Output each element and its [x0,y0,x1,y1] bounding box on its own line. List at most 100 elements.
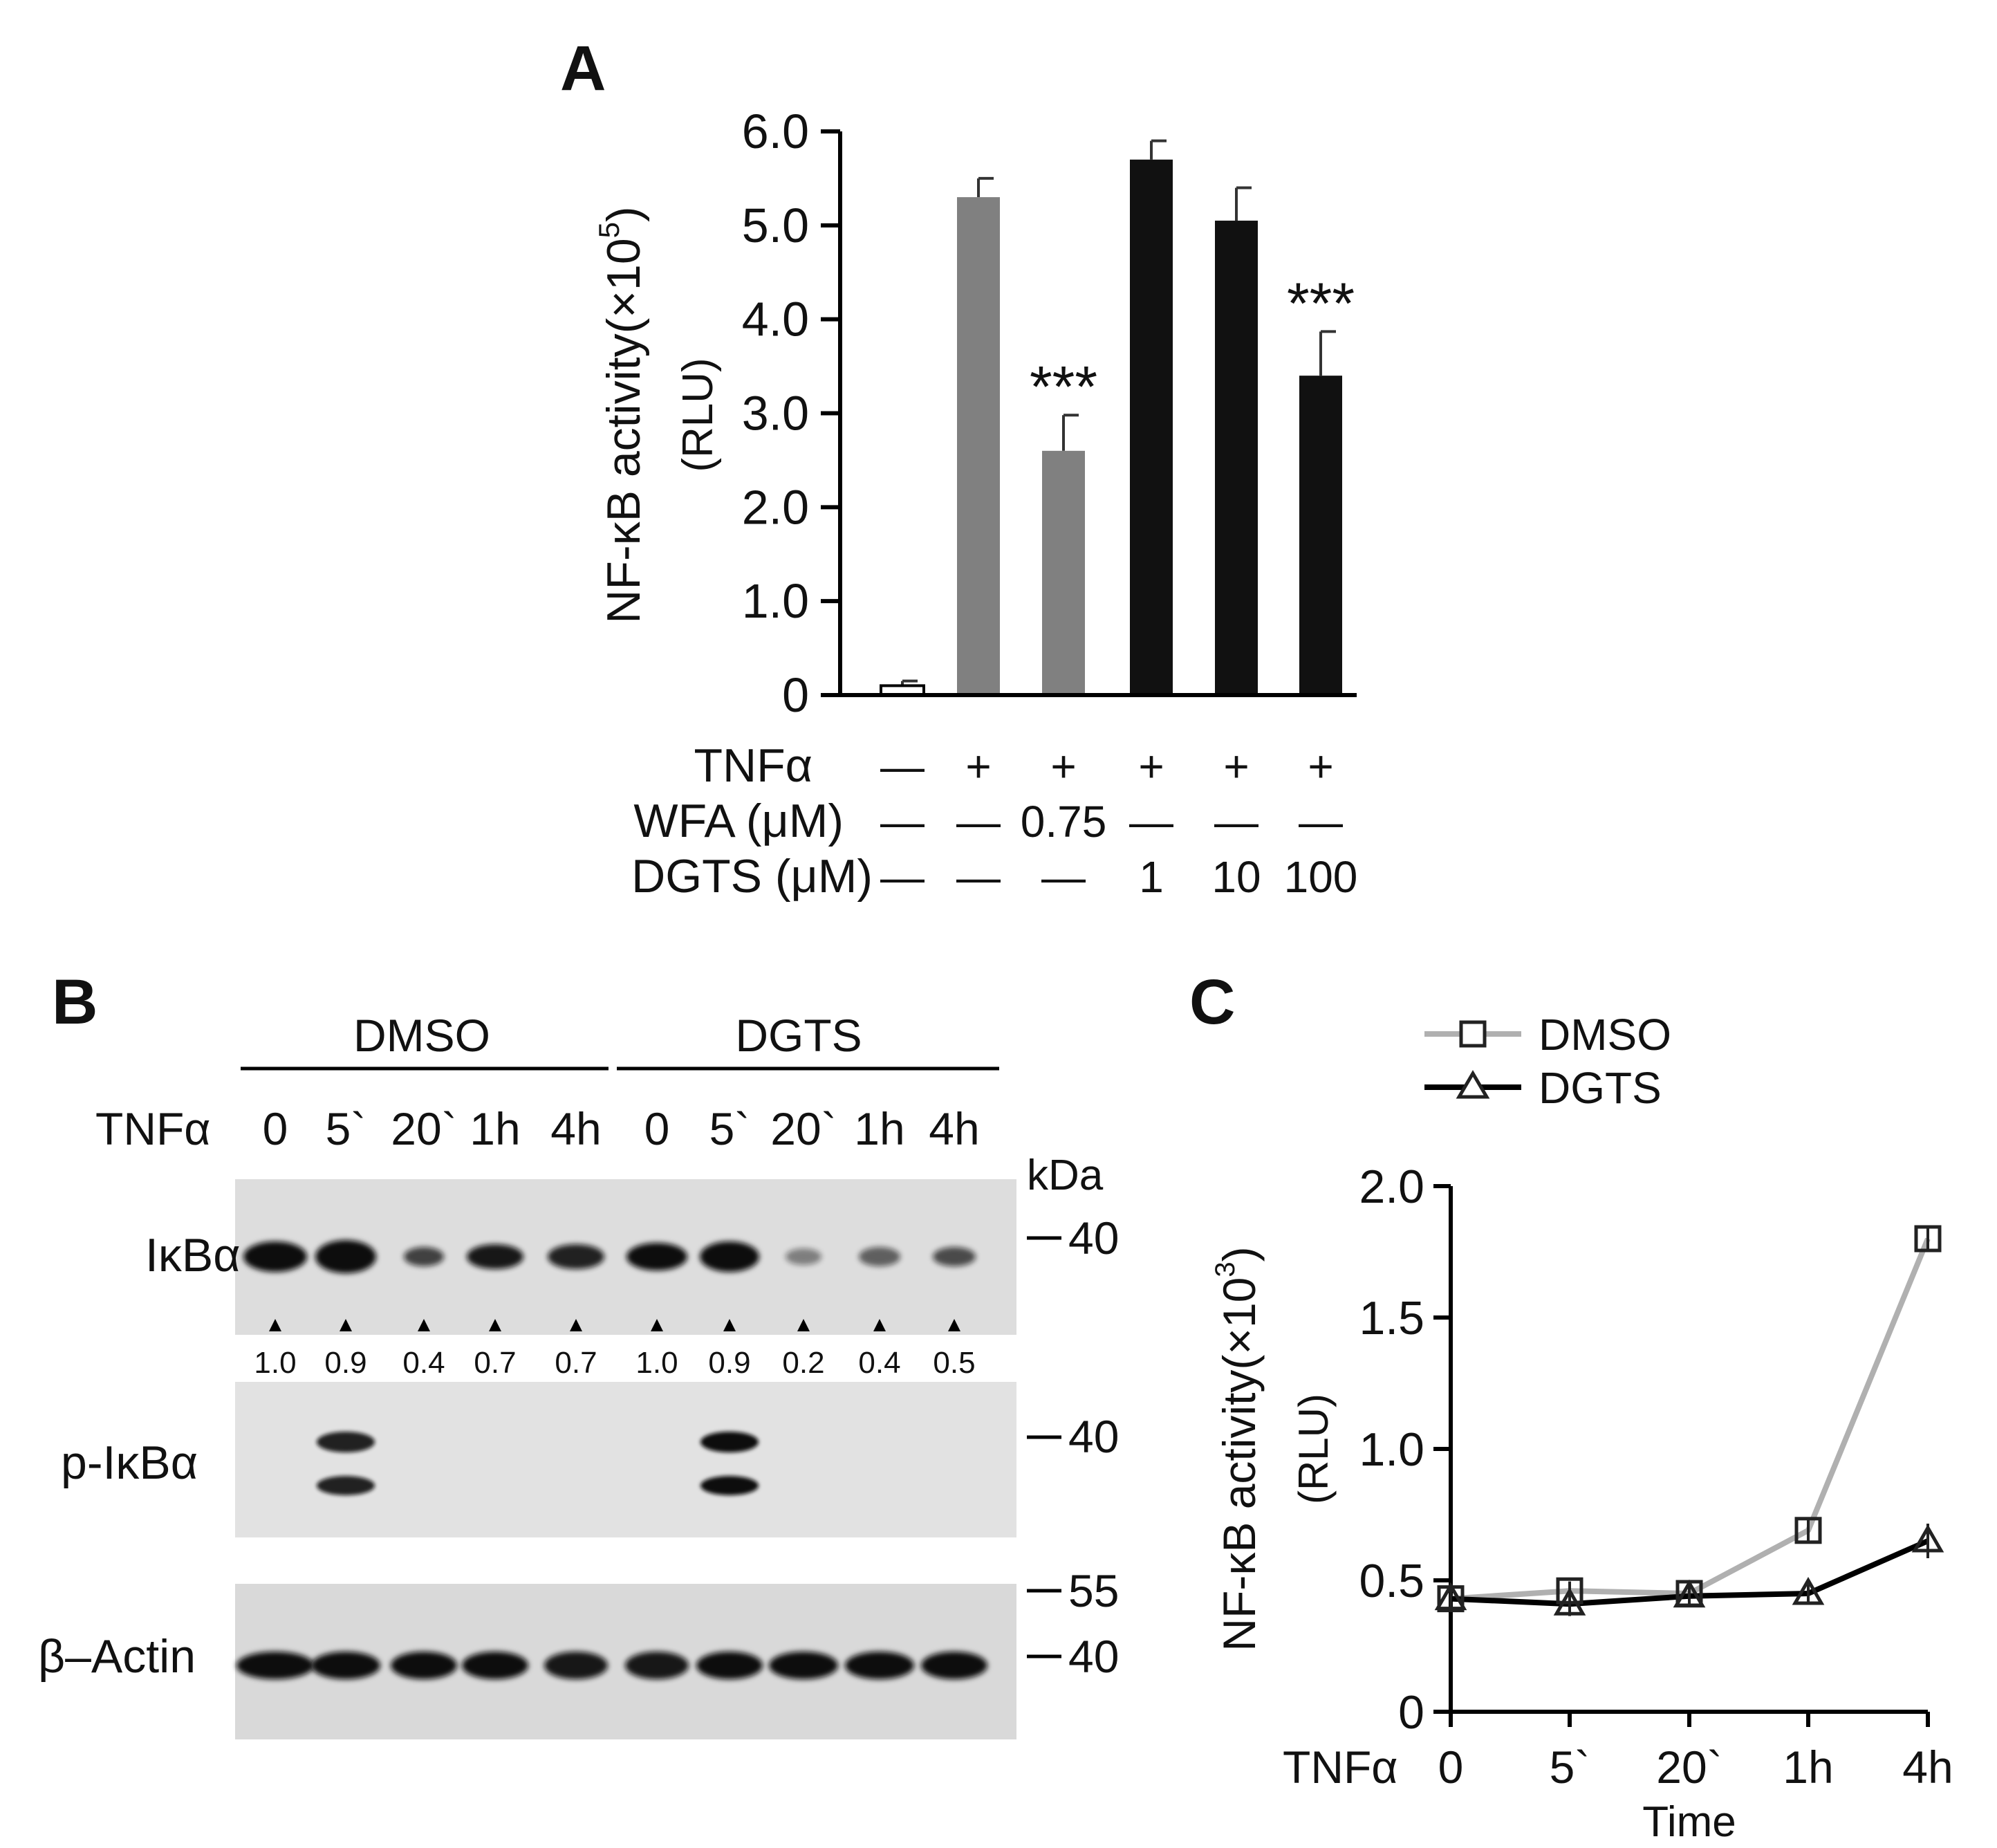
blot-band-actin [845,1652,914,1679]
c-point-dgts [1434,1582,1467,1611]
panel-a-label: A [560,33,606,104]
blot-quant-value: 1.0 [635,1346,678,1380]
blot-band-actin [696,1652,763,1679]
a-bar [1130,159,1173,695]
blot-band-actin [311,1652,380,1679]
c-point-dmso [1914,1225,1942,1253]
a-condition-table: TNFα — + + + + +WFA (μM) — —0.75— — —DGTS (μM) — — —1… [631,739,1357,903]
blot-band-ikba [243,1241,307,1272]
blot-quant-value: 0.7 [555,1346,597,1380]
blot-lane-label: 5` [326,1103,366,1154]
blot-quant-value: 0.4 [402,1346,445,1380]
blot-band-pikba-upper [317,1432,375,1452]
a-condition-value: — [1041,852,1086,902]
a-condition-value: — [1299,797,1343,847]
c-y-tick-label: 1.5 [1359,1292,1424,1345]
a-ylabel-unit: (RLU) [674,358,722,472]
c-y-tick-label: 0.5 [1359,1555,1424,1607]
blot-quant-value: 0.9 [324,1346,366,1380]
a-condition-value: 0.75 [1021,797,1107,847]
a-y-axis-title: NF-κB activity(×105) [593,206,650,623]
blot-quant-value: 0.5 [933,1346,975,1380]
blot-band-actin [236,1652,314,1679]
c-x-tick-label: 5` [1550,1741,1590,1793]
a-bar [957,197,1000,695]
blot-band-actin [625,1652,689,1679]
a-condition-value: + [1138,741,1164,791]
a-condition-value: — [880,741,925,791]
blot-lane-arrowhead [418,1319,430,1331]
blot-group-dgts: DGTS [735,1010,862,1061]
a-condition-value: — [1214,797,1258,847]
blot-bands [236,1240,987,1679]
blot-group-dmso: DMSO [353,1010,490,1061]
a-y-tick-label: 5.0 [742,198,809,252]
blot-band-actin [921,1652,987,1679]
c-y-tick-label: 1.0 [1359,1423,1424,1476]
legend-dmso-label: DMSO [1539,1010,1671,1060]
a-condition-value: — [956,797,1001,847]
svg-text:NF-κB activity(×105): NF-κB activity(×105) [593,206,650,623]
legend: DMSO DGTS [1424,1010,1671,1113]
c-point-dgts [1553,1587,1586,1616]
a-bars: *** *** [880,139,1355,697]
c-x-axis-title: Time [1642,1798,1736,1846]
a-bar [1215,221,1258,696]
a-condition-value: — [1129,797,1173,847]
marker-actin-40: 40 [1068,1631,1119,1682]
svg-text:NF-κB activity(×103): NF-κB activity(×103) [1210,1246,1265,1651]
a-condition-value: 100 [1284,852,1358,902]
a-y-tick-label: 4.0 [742,293,809,346]
blot-lane-arrowhead [651,1319,663,1331]
blot-row-pikba: p-IκBα [61,1436,198,1489]
a-y-tick-labels: 0 1.0 2.0 3.0 4.0 5.0 6.0 [742,104,809,722]
blot-band-actin [544,1652,608,1679]
blot-band-pikba-lower [700,1476,759,1495]
a-condition-value: + [1308,741,1333,791]
western-blot: DMSO DGTS TNFα 0 5` 20` 1h 4h 0 5` 20` 1h 4h kDa … [38,1010,1119,1739]
marker-actin-55: 55 [1068,1565,1119,1616]
blot-treatment-label: TNFα [95,1103,210,1154]
a-y-tick-label: 1.0 [742,574,809,628]
blot-band-ikba [548,1244,604,1269]
c-series-line-dmso [1450,1237,1931,1602]
a-condition-value: + [1223,741,1249,791]
a-condition-label: WFA (μM) [633,795,844,847]
a-condition-value: 10 [1211,852,1261,902]
c-ylabel-exp: 3 [1210,1262,1241,1277]
blot-pikba-panel [235,1382,1016,1537]
blot-row-ikba: IκBα [145,1229,241,1282]
blot-lane-label: 4h [550,1103,601,1154]
legend-dgts-marker [1456,1070,1490,1099]
blot-row-actin: β–Actin [38,1630,196,1683]
a-ylabel-close: ) [597,206,650,222]
c-x-tick-label: 4h [1902,1741,1953,1793]
legend-dgts-label: DGTS [1539,1063,1662,1113]
blot-lane-arrowhead [570,1319,582,1331]
c-x-tick-label: 20` [1656,1741,1722,1793]
a-bar [1042,450,1085,695]
c-point-dgts [1673,1579,1706,1608]
a-condition-label: TNFα [694,739,813,792]
blot-band-ikba [626,1243,687,1270]
c-x-tick-label: 0 [1438,1741,1464,1793]
a-condition-value: — [880,852,925,902]
a-ylabel-exp: 5 [593,222,625,238]
blot-lane-label: 0 [263,1103,288,1154]
line-chart-c: DMSO DGTS 00.51.01.52.0 0 5` 20` 1h 4h TNFα … [1210,1010,1953,1846]
a-y-tick-label: 0 [782,668,809,722]
c-y-tick-label: 0 [1398,1686,1424,1739]
kda-label: kDa [1027,1152,1104,1199]
c-point-dmso [1794,1517,1822,1544]
blot-band-ikba [933,1247,976,1266]
blot-lane-arrowhead [340,1319,352,1331]
a-condition-value: + [1050,741,1076,791]
blot-lane-label: 5` [709,1103,750,1154]
blot-band-actin [462,1652,528,1679]
c-point-dgts [1911,1524,1944,1553]
a-condition-value: 1 [1139,852,1164,902]
c-x-prefix: TNFα [1283,1741,1397,1793]
blot-lane-arrowhead [873,1319,886,1331]
blot-quant-value: 1.0 [254,1346,296,1380]
blot-band-actin [391,1652,457,1679]
